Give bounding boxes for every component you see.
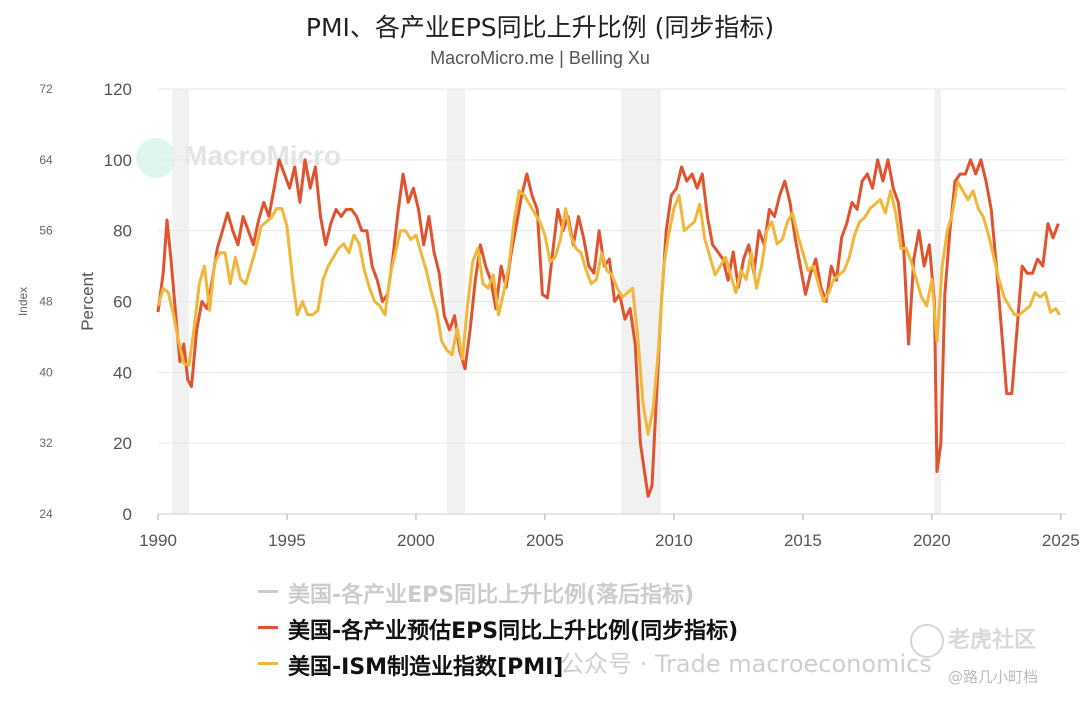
series-lines	[156, 158, 1061, 498]
macromicro-logo-icon	[136, 138, 176, 178]
y2-tick-label: 32	[39, 436, 53, 450]
y-tick-label: 80	[113, 222, 132, 241]
y-tick-label: 100	[104, 151, 132, 170]
grid-lines	[158, 88, 1066, 515]
overlay-brand: 老虎社区 @路几小町档	[910, 622, 1070, 692]
x-tick-label: 2005	[526, 531, 564, 550]
y-tick-label: 20	[113, 434, 132, 453]
y2-tick-label: 24	[39, 507, 53, 521]
x-tick-label: 2025	[1042, 531, 1080, 550]
overlay-brand-name: 老虎社区	[948, 628, 1037, 653]
y2-tick-label: 40	[39, 365, 53, 379]
x-tick-label: 2010	[655, 531, 693, 550]
x-tick-label: 1990	[139, 531, 177, 550]
x-tick-label: 1995	[268, 531, 306, 550]
y2-tick-label: 72	[39, 82, 53, 96]
overlay-username: @路几小町档	[948, 668, 1039, 686]
y2-tick-label: 48	[39, 295, 53, 309]
series-line-1	[156, 158, 1060, 498]
legend-swatch-ism-pmi	[258, 662, 278, 665]
chart-title: PMI、各产业EPS同比上升比例 (同步指标)	[305, 13, 775, 42]
y2-axis-title: Index	[16, 287, 30, 316]
y-tick-label: 40	[113, 363, 132, 382]
tiger-logo-icon	[910, 624, 944, 658]
chart-area: 0 20 40 60 80 100 120 24 32 40 48 56 64 72 1990 1995 200…	[16, 80, 1080, 550]
chart-subtitle: MacroMicro.me | Belling Xu	[430, 48, 650, 68]
legend-label-eps-estimate: 美国-各产业预估EPS同比上升比例(同步指标)	[288, 619, 739, 644]
y2-tick-label: 56	[39, 224, 53, 238]
series-line-2	[156, 180, 1061, 436]
x-tick-label: 2020	[913, 531, 951, 550]
y-tick-label: 120	[104, 80, 132, 99]
y-tick-label: 0	[123, 505, 132, 524]
legend-swatch-eps-estimate	[258, 626, 278, 629]
overlay-account-text: 公众号 · Trade macroeconomics	[560, 650, 932, 678]
legend-label-eps-lagging: 美国-各产业EPS同比上升比例(落后指标)	[288, 583, 695, 608]
y-tick-label: 60	[113, 293, 132, 312]
y2-tick-label: 64	[39, 153, 53, 167]
x-tick-label: 2015	[784, 531, 822, 550]
legend-swatch-eps-lagging	[258, 590, 278, 593]
legend-label-ism-pmi: 美国-ISM制造业指数[PMI]	[288, 655, 564, 680]
axes: 0 20 40 60 80 100 120 24 32 40 48 56 64 72 1990 1995 200…	[16, 80, 1080, 550]
y-axis-title: Percent	[78, 272, 97, 331]
x-tick-label: 2000	[397, 531, 435, 550]
